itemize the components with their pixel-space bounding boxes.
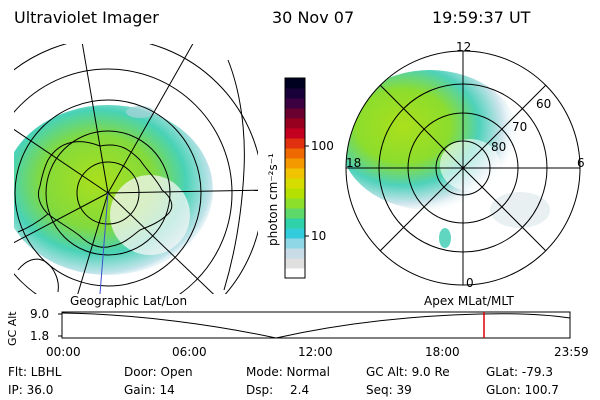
timeline-xtick-2359: 23:59: [554, 345, 589, 359]
info-door: Door: Open: [124, 365, 193, 379]
mlt-label-0: 0: [466, 276, 474, 290]
info-filter: Flt: LBHL: [8, 365, 62, 379]
timeline-xtick-0600: 06:00: [172, 345, 207, 359]
subsolar-line: [99, 192, 109, 294]
timeline-xtick-1800: 18:00: [425, 345, 460, 359]
colorbar-step: [285, 198, 305, 209]
colorbar-step: [285, 78, 305, 89]
colorbar-frame: [284, 77, 306, 279]
timeline-ylabel: GC Alt: [6, 311, 19, 346]
mlat-label-70: 70: [512, 120, 528, 134]
mlt-label-12: 12: [456, 40, 472, 54]
info-seq: Seq: 39: [366, 383, 412, 397]
mlt-line-diag-2: [379, 84, 547, 252]
info-gc-alt: GC Alt: 9.0 Re: [366, 365, 450, 379]
apex-polar-plot: [345, 50, 581, 286]
coastline-peninsula: [17, 213, 49, 233]
colorbar-step: [285, 108, 305, 119]
lon-line-1: [81, 44, 109, 194]
coastline-antarctica: [37, 141, 173, 248]
geographic-map: [14, 44, 258, 294]
mlt-label-6: 6: [577, 156, 585, 170]
info-glon: GLon: 100.7: [486, 383, 559, 397]
colorbar-step: [285, 168, 305, 179]
colorbar-step: [285, 118, 305, 129]
colorbar-step: [285, 98, 305, 109]
lat-circle-4: [14, 68, 233, 294]
timeline-plot: [58, 311, 571, 339]
colorbar-step: [285, 228, 305, 239]
mlat-label-60: 60: [536, 97, 552, 111]
aurora-patch-left-2: [126, 106, 154, 118]
lon-line-5: [77, 192, 109, 294]
observation-date: 30 Nov 07: [272, 8, 355, 27]
colorbar: [284, 77, 309, 279]
timeline-frame: [61, 311, 571, 339]
colorbar-tick-10: 10: [311, 229, 327, 243]
timeline-ytick-1-8: 1.8: [30, 329, 50, 343]
info-dsp-value: 2.4: [290, 383, 310, 397]
lon-line-7: [14, 128, 109, 194]
mlt-label-18: 18: [346, 156, 362, 170]
colorbar-step: [285, 138, 305, 149]
colorbar-step: [285, 158, 305, 169]
mlat-label-80: 80: [491, 140, 507, 154]
observation-time: 19:59:37 UT: [432, 8, 531, 27]
colorbar-unit-label: photon cm⁻²s⁻¹: [266, 153, 280, 246]
colorbar-step: [285, 218, 305, 229]
lat-circle-2: [45, 130, 171, 256]
timeline-ytick-9: 9.0: [30, 307, 50, 321]
colorbar-step: [285, 248, 305, 259]
colorbar-step: [285, 188, 305, 199]
info-glat: GLat: -79.3: [486, 365, 553, 379]
apex-label: Apex MLat/MLT: [424, 294, 514, 308]
colorbar-tick-100: 100: [311, 139, 334, 153]
lon-line-6: [14, 192, 109, 244]
colorbar-step: [285, 148, 305, 159]
gc-altitude-curve: [61, 312, 571, 339]
colorbar-step: [285, 88, 305, 99]
geographic-label: Geographic Lat/Lon: [70, 294, 188, 308]
lon-line-4: [107, 192, 215, 294]
colorbar-step: [285, 268, 305, 279]
colorbar-step: [285, 208, 305, 219]
info-ip: IP: 36.0: [8, 383, 54, 397]
aurora-patch-right: [439, 228, 451, 248]
info-gain: Gain: 14: [124, 383, 175, 397]
colorbar-step: [285, 258, 305, 269]
lat-circle-1: [76, 161, 140, 225]
info-dsp: Dsp:: [246, 383, 274, 397]
coastline-australia: [223, 59, 245, 291]
info-mode: Mode: Normal: [246, 365, 330, 379]
aurora-patch-right-2: [490, 192, 550, 228]
timeline-xtick-1200: 12:00: [298, 345, 333, 359]
colorbar-step: [285, 238, 305, 249]
instrument-title: Ultraviolet Imager: [14, 8, 159, 27]
lon-line-2: [107, 44, 194, 194]
lat-circle-3: [14, 99, 202, 287]
coastline-south-america: [17, 258, 59, 293]
colorbar-step: [285, 178, 305, 189]
colorbar-step: [285, 128, 305, 139]
timeline-xtick-0000: 00:00: [46, 345, 81, 359]
